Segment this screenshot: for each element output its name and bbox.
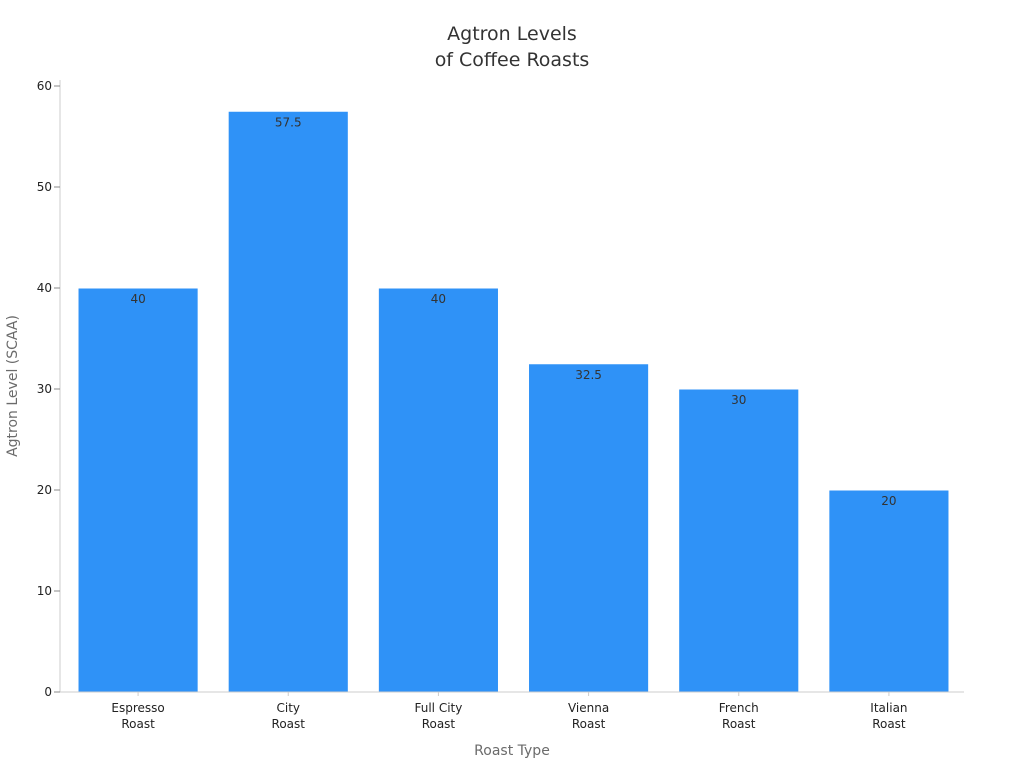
y-tick-label-6: 60: [37, 79, 52, 93]
chart-title-line-2: of Coffee Roasts: [435, 49, 590, 71]
x-tick-label-3-0: Vienna: [568, 701, 609, 715]
chart-title-line-1: Agtron Levels: [447, 23, 577, 45]
y-tick-label-3: 30: [37, 382, 52, 396]
bar-5: [828, 489, 950, 693]
axes-group: Espresso Roast City Roast Full City Roast Vien…: [37, 79, 964, 731]
bar-1: [227, 110, 349, 693]
y-tick-label-4: 40: [37, 281, 52, 295]
x-tick-label-0-1: Roast: [121, 717, 155, 731]
y-tick-label-0: 0: [44, 685, 52, 699]
x-tick-label-3-1: Roast: [572, 717, 606, 731]
y-tick-label-2: 20: [37, 483, 52, 497]
x-tick-label-0-0: Espresso: [111, 701, 164, 715]
x-tick-label-1-1: Roast: [272, 717, 306, 731]
x-tick-label-1-0: City: [276, 701, 300, 715]
data-label-0: 40: [130, 292, 145, 306]
data-label-2: 40: [431, 292, 446, 306]
bars-group: 40 57.5 40 32.5 30 20: [77, 110, 950, 693]
y-tick-label-5: 50: [37, 180, 52, 194]
bar-4: [678, 388, 800, 693]
data-label-5: 20: [881, 494, 896, 508]
x-tick-label-5-0: Italian: [870, 701, 907, 715]
x-tick-label-2-1: Roast: [422, 717, 456, 731]
x-axis-title: Roast Type: [474, 743, 550, 759]
bar-3: [528, 363, 650, 693]
x-tick-label-2-0: Full City: [414, 701, 462, 715]
x-tick-label-5-1: Roast: [872, 717, 906, 731]
data-label-4: 30: [731, 393, 746, 407]
bar-0: [77, 287, 199, 693]
bar-2: [377, 287, 499, 693]
x-tick-label-4-1: Roast: [722, 717, 756, 731]
y-axis-title: Agtron Level (SCAA): [5, 315, 21, 457]
y-tick-label-1: 10: [37, 584, 52, 598]
data-label-3: 32.5: [575, 368, 602, 382]
data-label-1: 57.5: [275, 115, 302, 129]
x-tick-label-4-0: French: [719, 701, 759, 715]
